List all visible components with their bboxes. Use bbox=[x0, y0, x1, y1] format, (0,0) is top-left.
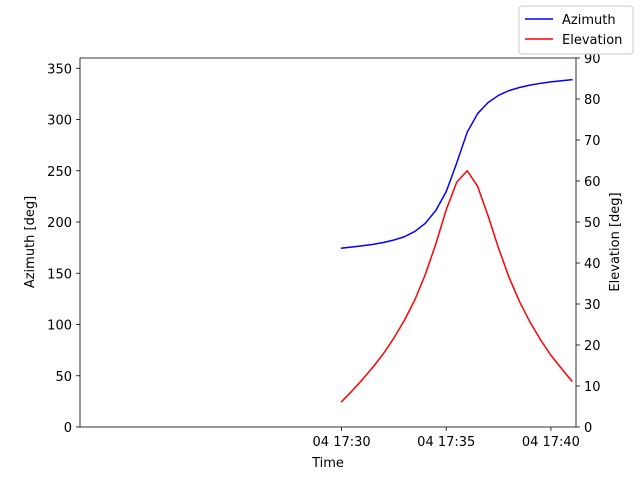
y-axis-left-label: Azimuth [deg] bbox=[23, 196, 38, 288]
y-left-tick-label: 200 bbox=[47, 216, 72, 231]
y-right-tick-label: 10 bbox=[584, 380, 601, 395]
plot-lines bbox=[340, 78, 573, 403]
legend-label-azimuth: Azimuth bbox=[562, 13, 616, 28]
y-left-tick-label: 150 bbox=[47, 267, 72, 282]
axes: 04 17:30 04 17:35 04 17:400501001502002503… bbox=[47, 52, 600, 450]
legend-label-elevation: Elevation bbox=[562, 33, 622, 48]
y-left-tick-label: 250 bbox=[47, 165, 72, 180]
y-right-tick-label: 80 bbox=[584, 93, 601, 108]
y-right-tick-label: 40 bbox=[584, 257, 601, 272]
y-left-tick-label: 350 bbox=[47, 62, 72, 77]
y-left-tick-label: 100 bbox=[47, 319, 72, 334]
plot-frame bbox=[79, 57, 577, 428]
x-tick-label: 04 17:30 bbox=[313, 435, 371, 450]
y-left-tick-label: 50 bbox=[55, 370, 72, 385]
y-right-tick-label: 30 bbox=[584, 298, 601, 313]
y-right-tick-label: 50 bbox=[584, 216, 601, 231]
y-right-tick-label: 20 bbox=[584, 339, 601, 354]
y-left-tick-label: 300 bbox=[47, 114, 72, 129]
series-line-elevation bbox=[340, 170, 573, 403]
x-axis-label: Time bbox=[311, 456, 344, 471]
x-tick-label: 04 17:40 bbox=[522, 435, 580, 450]
series-line-azimuth bbox=[340, 78, 573, 249]
y-left-tick-label: 0 bbox=[64, 421, 72, 436]
x-tick-label: 04 17:35 bbox=[417, 435, 475, 450]
y-right-tick-label: 0 bbox=[584, 421, 592, 436]
y-right-tick-label: 70 bbox=[584, 134, 601, 149]
y-axis-right-label: Elevation [deg] bbox=[608, 192, 623, 291]
legend: Azimuth Elevation bbox=[518, 5, 634, 55]
y-right-tick-label: 60 bbox=[584, 175, 601, 190]
y-right-tick-label: 90 bbox=[584, 52, 601, 67]
legend-box bbox=[518, 5, 634, 55]
